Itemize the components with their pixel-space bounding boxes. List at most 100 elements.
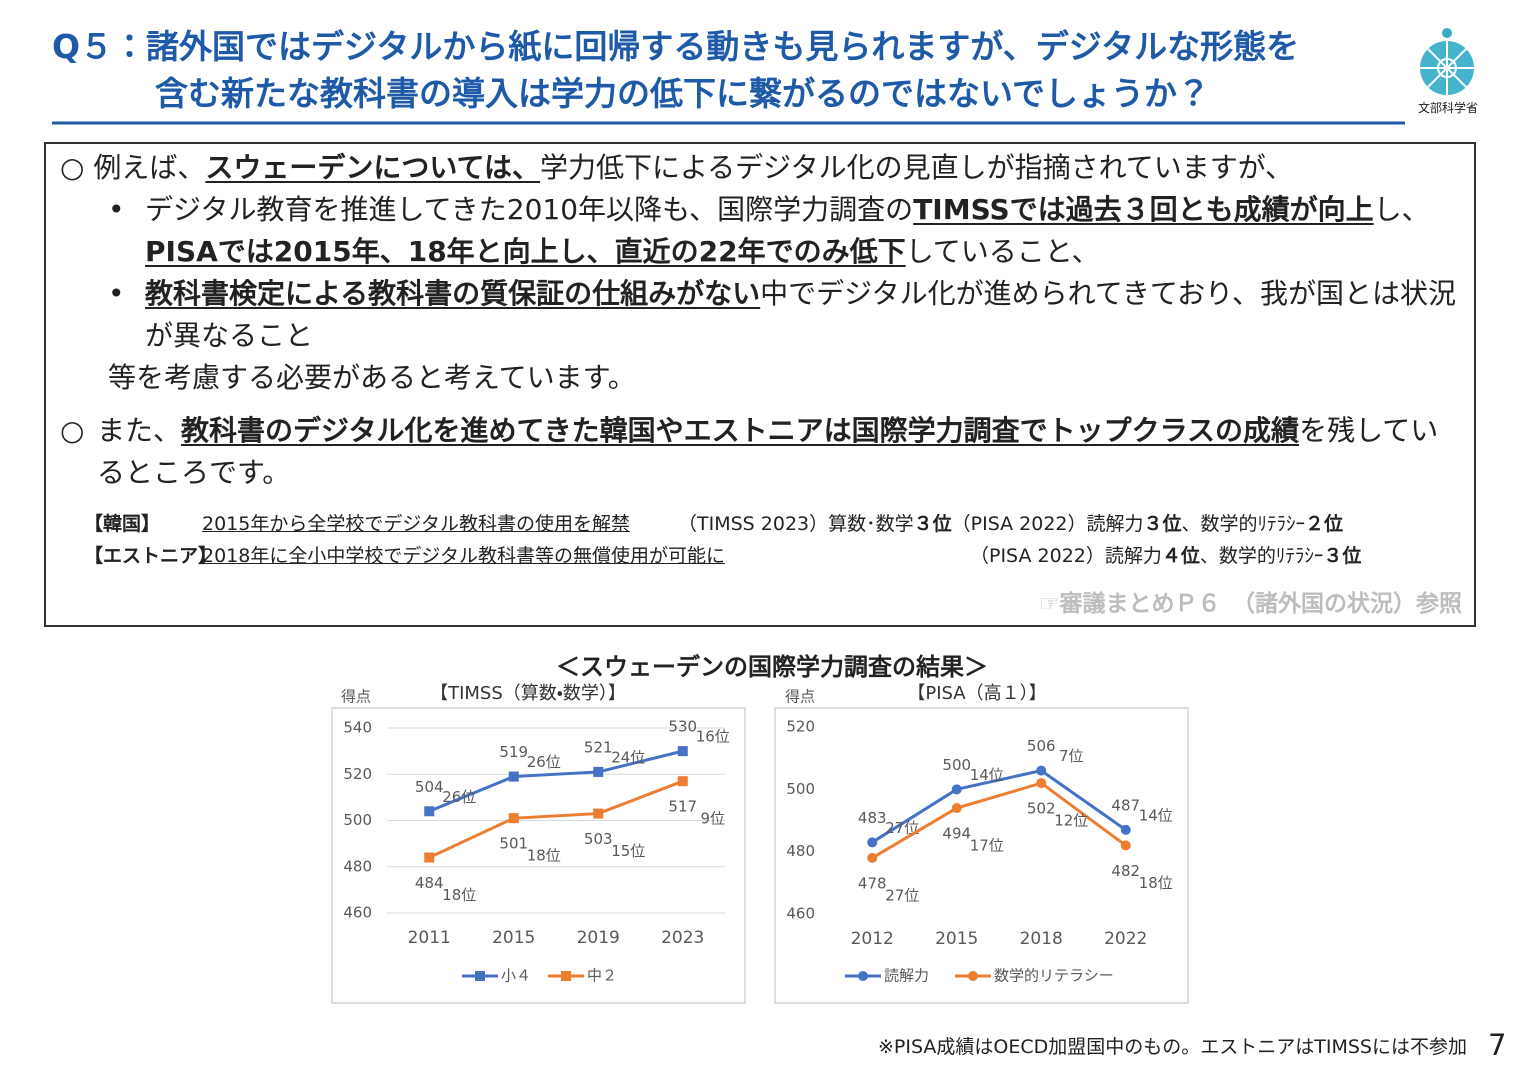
title-line: 含む新たな教科書の導入は学力の低下に繋がるのではないでしょうか？ — [155, 74, 1211, 113]
country: 【エストニア】 — [84, 545, 218, 567]
point — [951, 784, 962, 795]
y-tick-label: 460 — [343, 904, 372, 922]
country-note: 2018年に全小中学校でデジタル教科書等の無償使用が可能に — [202, 545, 725, 567]
charts-title: ＜スウェーデンの国際学力調査の結果＞ — [556, 653, 988, 681]
rank-label: 26位 — [527, 753, 561, 771]
rank: ２位 — [1305, 513, 1344, 535]
data-label: 504 — [415, 778, 444, 796]
text: 中でデジタル化が進められてきており、我が国とは状況が異なること — [145, 277, 1456, 352]
point — [867, 852, 878, 863]
legend-label: 数学的リテラシー — [994, 967, 1114, 985]
data-label: 494 — [942, 825, 971, 843]
point — [951, 803, 962, 814]
rank-label: 16位 — [696, 728, 730, 746]
rank-label: 24位 — [611, 748, 645, 766]
data-label: 506 — [1027, 737, 1056, 755]
rank: ３位 — [913, 513, 952, 535]
legend-marker — [561, 971, 571, 981]
text: し、 — [1373, 193, 1430, 226]
text: 例えば、 — [93, 151, 206, 184]
reference: ☞審議まとめＰ６ （諸外国の状況）参照 — [1038, 591, 1462, 617]
chart-frame — [331, 707, 746, 1004]
text: を残しているところです。 — [97, 414, 1439, 489]
data-label: 530 — [668, 718, 697, 736]
point — [1120, 840, 1131, 851]
logo — [1420, 28, 1474, 95]
result: （PISA 2022）読解力４位、数学的ﾘﾃﾗｼｰ３位 — [970, 541, 1361, 568]
data-label: 501 — [499, 835, 528, 853]
y-tick-label: 520 — [343, 765, 372, 783]
point — [593, 808, 604, 819]
y-tick-label: 500 — [343, 811, 372, 829]
x-tick-label: 2023 — [661, 928, 704, 948]
title-line: Q５：諸外国ではデジタルから紙に回帰する動きも見られますが、デジタルな形態を — [52, 27, 1300, 66]
text: 、数学的ﾘﾃﾗｼｰ — [1181, 513, 1306, 535]
rank-label: 17位 — [970, 837, 1004, 855]
rank-label: 18位 — [442, 886, 476, 904]
text: していること、 — [905, 235, 1100, 268]
chart-title: 【PISA（高１）】 — [907, 683, 1046, 704]
paragraph: 教科書検定による教科書の質保証の仕組みがない中でデジタル化が進められてきており、… — [145, 273, 1460, 357]
rank-label: 18位 — [1139, 874, 1173, 892]
page-number: 7 — [1488, 1028, 1507, 1062]
x-tick-label: 2011 — [408, 928, 451, 948]
legend-marker — [858, 971, 868, 981]
data-label: 521 — [584, 738, 613, 756]
rank: ４位 — [1161, 545, 1200, 567]
text: （PISA 2022）読解力 — [970, 545, 1162, 567]
rank-label: 9位 — [700, 810, 725, 828]
rank-label: 14位 — [970, 766, 1004, 784]
point — [508, 813, 519, 824]
x-tick-label: 2018 — [1020, 929, 1063, 949]
legend-label: 読解力 — [884, 967, 929, 985]
bullet: • — [108, 193, 125, 226]
data-label: 500 — [942, 756, 971, 774]
data-label: 482 — [1111, 862, 1140, 880]
text: （TIMSS 2023）算数･数学 — [678, 513, 914, 535]
data-label: 487 — [1111, 796, 1140, 814]
result: （TIMSS 2023）算数･数学３位（PISA 2022）読解力３位、数学的ﾘ… — [678, 509, 1343, 536]
emphasis: TIMSSでは過去３回とも成績が向上 — [913, 193, 1374, 226]
paragraph: デジタル教育を推進してきた2010年以降も、国際学力調査のTIMSSでは過去３回… — [145, 189, 1445, 273]
footnote: ※PISA成績はOECD加盟国中のもの。エストニアはTIMSSには不参加 — [878, 1036, 1467, 1058]
data-label: 478 — [858, 874, 887, 892]
series-line — [428, 779, 684, 859]
paragraph: 等を考慮する必要があると考えています。 — [108, 361, 636, 394]
data-label: 483 — [858, 809, 887, 827]
y-tick-label: 540 — [343, 719, 372, 737]
rank-label: 7位 — [1059, 747, 1084, 765]
y-tick-label: 460 — [786, 905, 815, 923]
x-tick-label: 2015 — [492, 928, 535, 948]
point — [1036, 778, 1047, 789]
rank-label: 27位 — [885, 886, 919, 904]
paragraph: ○ 例えば、スウェーデンについては、学力低下によるデジタル化の見直しが指摘されて… — [60, 147, 1293, 189]
point — [424, 852, 435, 863]
x-tick-label: 2022 — [1104, 929, 1147, 949]
legend-marker — [968, 971, 978, 981]
rank-label: 15位 — [611, 842, 645, 860]
y-tick-label: 480 — [786, 842, 815, 860]
point — [1120, 824, 1131, 835]
bullet: ○ — [60, 414, 85, 447]
text: また、 — [97, 414, 182, 447]
text: （PISA 2022）読解力 — [951, 513, 1144, 535]
data-label: 503 — [584, 830, 613, 848]
chart-title: 【TIMSS（算数・数学）】 — [430, 683, 626, 704]
y-axis-label: 得点 — [785, 688, 815, 706]
series-line — [428, 749, 684, 813]
x-tick-label: 2012 — [851, 929, 894, 949]
emphasis: 教科書検定による教科書の質保証の仕組みがない — [145, 277, 761, 310]
rank-label: 18位 — [527, 847, 561, 865]
country-note: 2015年から全学校でデジタル教科書の使用を解禁 — [202, 513, 630, 535]
x-tick-label: 2019 — [577, 928, 620, 948]
paragraph: また、教科書のデジタル化を進めてきた韓国やエストニアは国際学力調査でトップクラス… — [97, 410, 1457, 494]
point — [677, 746, 688, 757]
rank: ３位 — [1143, 513, 1182, 535]
point — [424, 806, 435, 817]
point — [677, 776, 688, 787]
text: 学力低下によるデジタル化の見直しが指摘されていますが、 — [539, 151, 1294, 184]
legend-label: 小４ — [501, 967, 531, 985]
point — [1036, 765, 1047, 776]
